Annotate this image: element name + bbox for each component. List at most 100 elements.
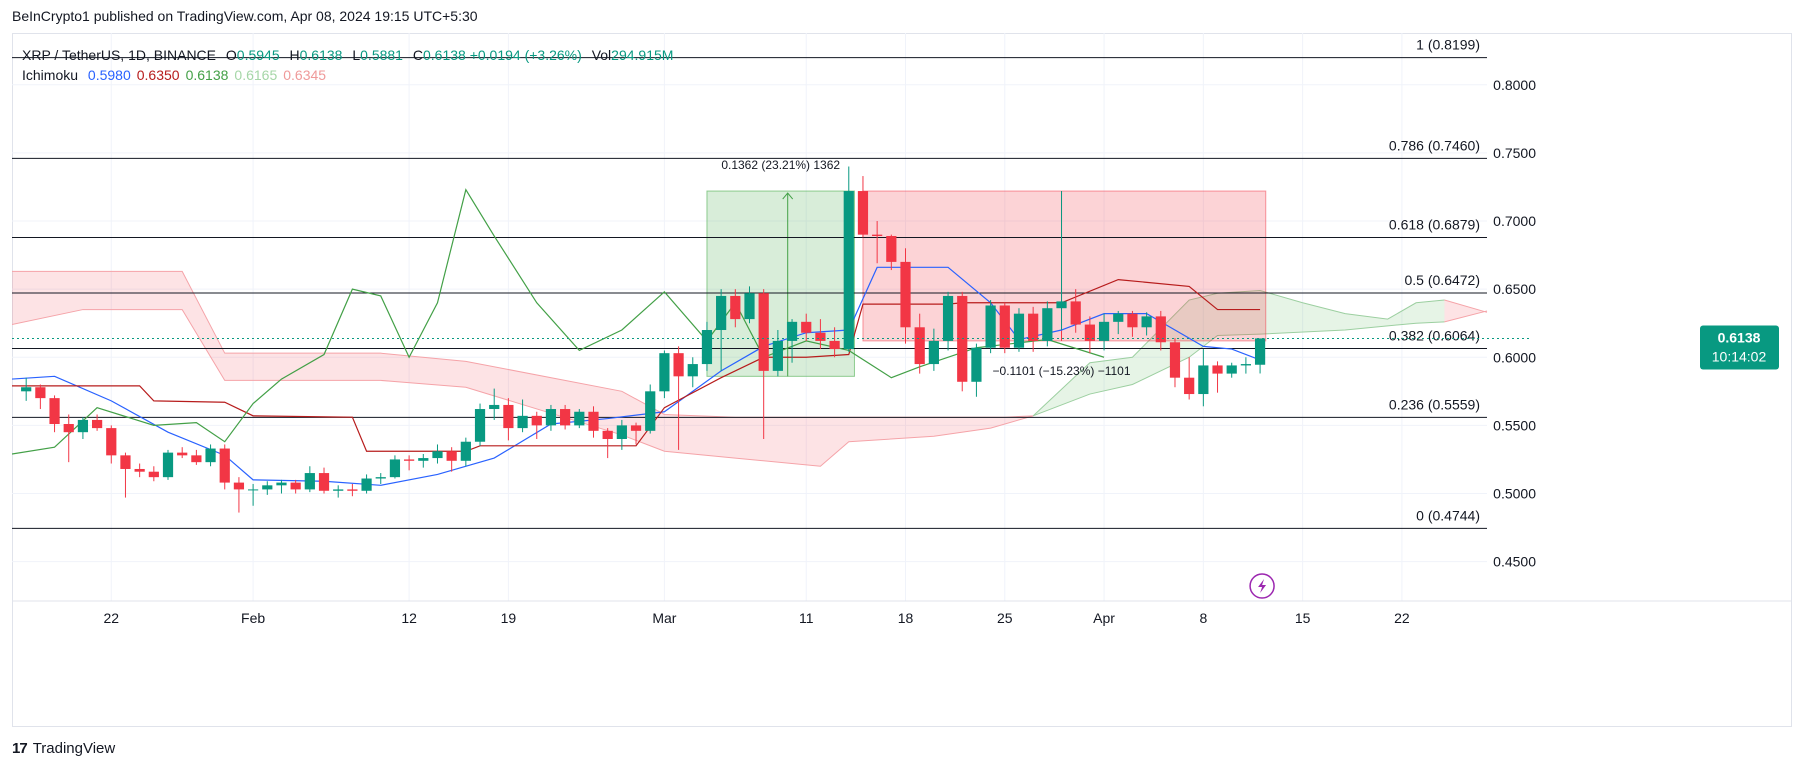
- candle-2024-02-04[interactable]: [291, 480, 301, 494]
- measure-down-box[interactable]: [863, 191, 1266, 341]
- candle-2024-01-28[interactable]: [191, 450, 201, 465]
- candle-2024-03-23[interactable]: [971, 344, 981, 397]
- candle-2024-03-01[interactable]: [659, 350, 669, 398]
- candle-2024-04-09[interactable]: [1212, 361, 1222, 392]
- candle-body: [915, 327, 925, 364]
- low-label: L: [352, 47, 360, 63]
- candle-2024-02-14[interactable]: [432, 444, 442, 463]
- candle-body: [631, 425, 641, 430]
- candle-body: [744, 293, 754, 319]
- candle-2024-02-13[interactable]: [418, 454, 428, 468]
- candle-2024-04-07[interactable]: [1184, 357, 1194, 399]
- candle-2024-02-09[interactable]: [361, 474, 371, 493]
- symbol-label[interactable]: XRP / TetherUS, 1D, BINANCE: [22, 47, 216, 63]
- candle-2024-03-03[interactable]: [688, 357, 698, 387]
- candle-2024-01-30[interactable]: [220, 444, 230, 489]
- candle-body: [943, 296, 953, 341]
- candle-2024-02-02[interactable]: [262, 481, 272, 495]
- x-tick-label-2: 12: [401, 610, 417, 626]
- high-value: 0.6138: [300, 47, 343, 63]
- candle-body: [1184, 378, 1194, 394]
- candle-2024-02-07[interactable]: [333, 485, 343, 497]
- candle-2024-03-15[interactable]: [858, 176, 868, 237]
- candle-2024-04-11[interactable]: [1241, 357, 1251, 373]
- x-tick-label-10: 15: [1295, 610, 1311, 626]
- candle-2024-02-26[interactable]: [603, 428, 613, 458]
- candle-2024-01-27[interactable]: [177, 447, 187, 458]
- candle-body: [617, 425, 627, 439]
- candle-body: [829, 341, 839, 349]
- candle-2024-01-18[interactable]: [49, 395, 59, 432]
- candle-body: [149, 472, 159, 477]
- legend-ohlc-row: XRP / TetherUS, 1D, BINANCE O0.5945 H0.6…: [22, 45, 673, 65]
- candle-2024-01-26[interactable]: [163, 450, 173, 480]
- candle-2024-04-10[interactable]: [1227, 363, 1237, 378]
- fib-label-1: 0.786 (0.7460): [1389, 137, 1480, 153]
- candle-2024-01-17[interactable]: [35, 385, 45, 410]
- x-tick-label-11: 22: [1394, 610, 1410, 626]
- publisher-line: BeInCrypto1 published on TradingView.com…: [12, 8, 478, 24]
- x-tick-label-9: 8: [1199, 610, 1207, 626]
- candle-2024-02-06[interactable]: [319, 468, 329, 494]
- candle-body: [120, 455, 130, 469]
- x-tick-label-1: Feb: [241, 610, 265, 626]
- y-tick-label-2: 0.5500: [1493, 417, 1536, 433]
- candle-body: [1113, 314, 1123, 322]
- candle-body: [858, 191, 868, 235]
- candle-2024-02-03[interactable]: [276, 480, 286, 494]
- candle-2024-02-08[interactable]: [347, 484, 357, 496]
- candle-2024-01-16[interactable]: [21, 378, 31, 401]
- candle-2024-02-29[interactable]: [645, 385, 655, 434]
- candle-2024-02-11[interactable]: [390, 455, 400, 478]
- candle-2024-03-24[interactable]: [986, 300, 996, 353]
- candle-body: [929, 341, 939, 364]
- tradingview-logo-icon: 17: [12, 740, 27, 757]
- candle-2024-03-25[interactable]: [1000, 303, 1010, 353]
- candle-2024-02-05[interactable]: [305, 466, 315, 492]
- open-label: O: [226, 47, 237, 63]
- candle-2024-04-12[interactable]: [1255, 338, 1265, 373]
- candle-2024-02-12[interactable]: [404, 455, 414, 470]
- candle-2024-04-06[interactable]: [1170, 338, 1180, 387]
- candle-body: [291, 483, 301, 490]
- fib-label-2: 0.618 (0.6879): [1389, 216, 1480, 232]
- candle-2024-02-01[interactable]: [248, 484, 258, 506]
- chart-canvas[interactable]: 1 (0.8199) 0.786 (0.7460) 0.618 (0.6879) 0.…: [12, 33, 1792, 727]
- candle-2024-02-19[interactable]: [503, 398, 513, 440]
- candle-body: [1014, 314, 1024, 348]
- candle-body: [78, 420, 88, 432]
- candle-2024-01-31[interactable]: [234, 477, 244, 512]
- brand-name: TradingView: [33, 740, 116, 757]
- candle-2024-01-20[interactable]: [78, 417, 88, 439]
- close-label: C: [413, 47, 423, 63]
- candle-2024-03-22[interactable]: [957, 292, 967, 391]
- candle-2024-03-26[interactable]: [1014, 308, 1024, 352]
- candle-body: [1255, 338, 1265, 364]
- candle-body: [1000, 305, 1010, 347]
- lightning-icon[interactable]: [1250, 574, 1274, 598]
- candle-body: [461, 442, 471, 461]
- candle-2024-01-19[interactable]: [64, 414, 74, 462]
- y-tick-label-4: 0.6500: [1493, 281, 1536, 297]
- candle-body: [376, 477, 386, 478]
- candle-2024-03-21[interactable]: [943, 292, 953, 351]
- candle-body: [205, 449, 215, 463]
- candle-2024-02-16[interactable]: [461, 438, 471, 467]
- candle-2024-01-23[interactable]: [120, 453, 130, 498]
- candle-body: [673, 353, 683, 376]
- candle-body: [1198, 365, 1208, 394]
- candle-body: [588, 412, 598, 431]
- candle-2024-01-24[interactable]: [135, 464, 145, 478]
- candle-2024-02-24[interactable]: [574, 409, 584, 428]
- ichimoku-label[interactable]: Ichimoku: [22, 67, 78, 83]
- fib-label-0: 1 (0.8199): [1416, 37, 1480, 53]
- candle-2024-02-17[interactable]: [475, 404, 485, 446]
- candle-2024-03-14[interactable]: [844, 167, 854, 352]
- chart-legend: XRP / TetherUS, 1D, BINANCE O0.5945 H0.6…: [22, 45, 673, 85]
- candle-2024-01-22[interactable]: [106, 425, 116, 463]
- candle-body: [759, 293, 769, 371]
- candle-2024-02-10[interactable]: [376, 473, 386, 484]
- candle-2024-01-25[interactable]: [149, 466, 159, 481]
- candle-body: [262, 485, 272, 489]
- candle-2024-03-08[interactable]: [759, 289, 769, 439]
